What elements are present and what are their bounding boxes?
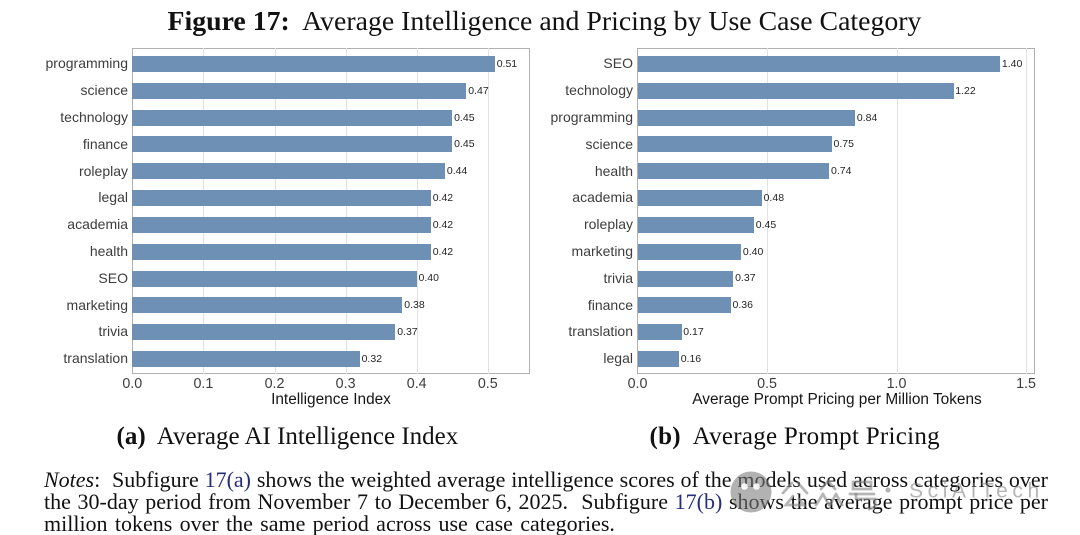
svg-text:SciAITech: SciAITech [909, 480, 1044, 503]
